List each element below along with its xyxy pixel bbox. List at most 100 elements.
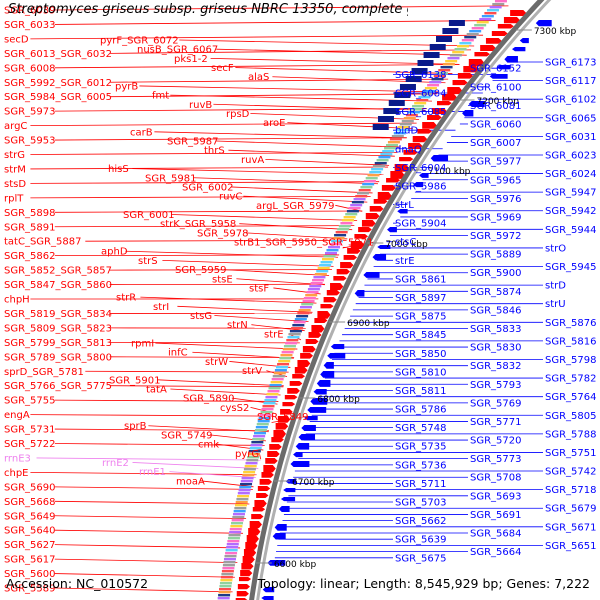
- gene-label-right[interactable]: SGR_6023: [545, 150, 597, 161]
- gene-label-right[interactable]: SGR_5947: [545, 188, 597, 199]
- gene-label-inner[interactable]: strS: [138, 256, 158, 267]
- gene-label-inner[interactable]: alaS: [248, 72, 269, 83]
- gene-label-left[interactable]: SGR_5589: [4, 584, 56, 595]
- gene-label-inner[interactable]: strE: [264, 329, 284, 340]
- gene-label-inner[interactable]: argL_SGR_5979: [256, 201, 334, 212]
- gene-label-inner[interactable]: sprB: [124, 421, 147, 432]
- gene-label-right[interactable]: SGR_6152: [470, 64, 522, 75]
- gene-label-inner[interactable]: SGR_5749: [161, 430, 213, 441]
- gene-label-right[interactable]: SGR_5969: [470, 212, 522, 223]
- gene-label-right[interactable]: SGR_5875: [395, 312, 447, 323]
- gene-label-left[interactable]: SGR_5953: [4, 136, 56, 147]
- gene-label-right[interactable]: SGR_5735: [395, 442, 447, 453]
- gene-label-left[interactable]: SGR_5898: [4, 208, 56, 219]
- gene-label-right[interactable]: SGR_5693: [470, 491, 522, 502]
- gene-label-left[interactable]: strG: [4, 150, 25, 161]
- gene-label-right[interactable]: SGR_5651: [545, 541, 597, 552]
- gene-label-inner[interactable]: SGR_5987: [167, 137, 219, 148]
- gene-label-right[interactable]: SGR_6004: [395, 163, 447, 174]
- gene-label-right[interactable]: SGR_6031: [545, 132, 597, 143]
- gene-label-left[interactable]: SGR_5809_SGR_5823: [4, 323, 112, 334]
- gene-label-right[interactable]: bldD: [395, 126, 418, 137]
- gene-label-right[interactable]: SGR_5793: [470, 380, 522, 391]
- gene-label-left[interactable]: SGR_6039: [4, 6, 56, 17]
- gene-label-inner[interactable]: hisS: [108, 164, 129, 175]
- gene-label-left[interactable]: chpE: [4, 468, 29, 479]
- gene-label-left[interactable]: SGR_6013_SGR_6032: [4, 49, 112, 60]
- gene-label-right[interactable]: strE: [395, 256, 415, 267]
- gene-label-right[interactable]: SGR_6084: [395, 88, 447, 99]
- gene-label-inner[interactable]: rrnE2: [102, 458, 129, 469]
- gene-label-left[interactable]: SGR_5984_SGR_6005: [4, 92, 112, 103]
- gene-label-right[interactable]: SGR_5773: [470, 454, 522, 465]
- gene-label-right[interactable]: SGR_6024: [545, 169, 597, 180]
- gene-label-right[interactable]: SGR_5662: [395, 516, 447, 527]
- gene-label-left[interactable]: tatC_SGR_5887: [4, 237, 81, 248]
- gene-label-right[interactable]: strD: [545, 281, 566, 292]
- gene-label-right[interactable]: SGR_5788: [545, 429, 597, 440]
- gene-label-right[interactable]: SGR_5679: [545, 504, 597, 515]
- gene-label-right[interactable]: SGR_5832: [470, 361, 522, 372]
- gene-label-right[interactable]: SGR_6081: [470, 101, 522, 112]
- gene-label-right[interactable]: SGR_5671: [545, 522, 597, 533]
- gene-label-inner[interactable]: carB: [130, 127, 153, 138]
- gene-label-left[interactable]: SGR_6033: [4, 20, 56, 31]
- gene-label-inner[interactable]: pyrF_SGR_6072: [100, 36, 179, 47]
- gene-label-inner[interactable]: ruvA: [241, 155, 264, 166]
- gene-label-inner[interactable]: strK_SGR_5958: [160, 219, 236, 230]
- gene-label-right[interactable]: SGR_5830: [470, 343, 522, 354]
- gene-label-right[interactable]: SGR_5691: [470, 510, 522, 521]
- gene-label-inner[interactable]: SGR_5890: [183, 394, 235, 405]
- gene-labels[interactable]: SGR_6039 SGR_6033 secD SGR_6013_SGR_6032 SGR…: [4, 6, 597, 595]
- gene-label-right[interactable]: SGR_5861: [395, 274, 447, 285]
- gene-label-right[interactable]: SGR_6173: [545, 58, 597, 69]
- gene-label-right[interactable]: SGR_5900: [470, 268, 522, 279]
- gene-label-inner[interactable]: aphD: [101, 247, 128, 258]
- gene-label-left[interactable]: SGR_5690: [4, 482, 56, 493]
- gene-label-right[interactable]: strL: [395, 200, 414, 211]
- gene-label-inner[interactable]: aroE: [263, 118, 285, 129]
- gene-label-left[interactable]: SGR_5755: [4, 396, 56, 407]
- gene-label-right[interactable]: SGR_5639: [395, 535, 447, 546]
- gene-label-inner[interactable]: fmt: [152, 91, 169, 102]
- gene-label-right[interactable]: SGR_5711: [395, 479, 447, 490]
- gene-label-inner[interactable]: stsF: [249, 283, 269, 294]
- gene-label-right[interactable]: SGR_5769: [470, 398, 522, 409]
- gene-label-right[interactable]: SGR_5944: [545, 225, 597, 236]
- gene-label-right[interactable]: SGR_5945: [545, 262, 597, 273]
- gene-label-right[interactable]: SGR_6065: [545, 113, 597, 124]
- gene-label-right[interactable]: SGR_5816: [545, 336, 597, 347]
- gene-label-inner[interactable]: ruvB: [189, 100, 212, 111]
- gene-label-left[interactable]: secD: [4, 34, 29, 45]
- gene-label-inner[interactable]: pyrG: [235, 449, 259, 460]
- gene-label-right[interactable]: SGR_6007: [470, 138, 522, 149]
- gene-label-left[interactable]: SGR_5862: [4, 251, 56, 262]
- gene-label-right[interactable]: SGR_5897: [395, 293, 447, 304]
- gene-label-left[interactable]: SGR_5722: [4, 439, 56, 450]
- gene-label-right[interactable]: SGR_5708: [470, 473, 522, 484]
- gene-label-inner[interactable]: SGR_6002: [182, 182, 234, 193]
- gene-label-right[interactable]: SGR_5876: [545, 318, 597, 329]
- gene-label-right[interactable]: SGR_5764: [545, 392, 597, 403]
- gene-label-left[interactable]: SGR_5668: [4, 497, 56, 508]
- gene-label-right[interactable]: SGR_5811: [395, 386, 447, 397]
- gene-label-right[interactable]: SGR_5720: [470, 436, 522, 447]
- gene-label-right[interactable]: dnaQ: [395, 144, 422, 155]
- gene-label-right[interactable]: SGR_5833: [470, 324, 522, 335]
- gene-label-inner[interactable]: pyrB: [115, 81, 138, 92]
- gene-label-left[interactable]: SGR_5617: [4, 555, 56, 566]
- gene-label-inner[interactable]: SGR_6001: [123, 210, 175, 221]
- gene-label-left[interactable]: SGR_5973: [4, 107, 56, 118]
- gene-label-inner[interactable]: strW: [205, 357, 228, 368]
- gene-label-inner[interactable]: stsG: [190, 311, 212, 322]
- gene-label-left[interactable]: SGR_5852_SGR_5857: [4, 266, 112, 277]
- gene-label-right[interactable]: SGR_5965: [470, 175, 522, 186]
- gene-label-right[interactable]: stsC: [395, 237, 416, 248]
- gene-label-right[interactable]: SGR_6100: [470, 82, 522, 93]
- gene-label-left[interactable]: SGR_5891: [4, 222, 56, 233]
- gene-label-inner[interactable]: strI: [153, 302, 169, 313]
- gene-label-left[interactable]: SGR_5731: [4, 425, 56, 436]
- gene-label-inner[interactable]: SGR_5901: [109, 375, 161, 386]
- gene-label-right[interactable]: SGR_5889: [470, 250, 522, 261]
